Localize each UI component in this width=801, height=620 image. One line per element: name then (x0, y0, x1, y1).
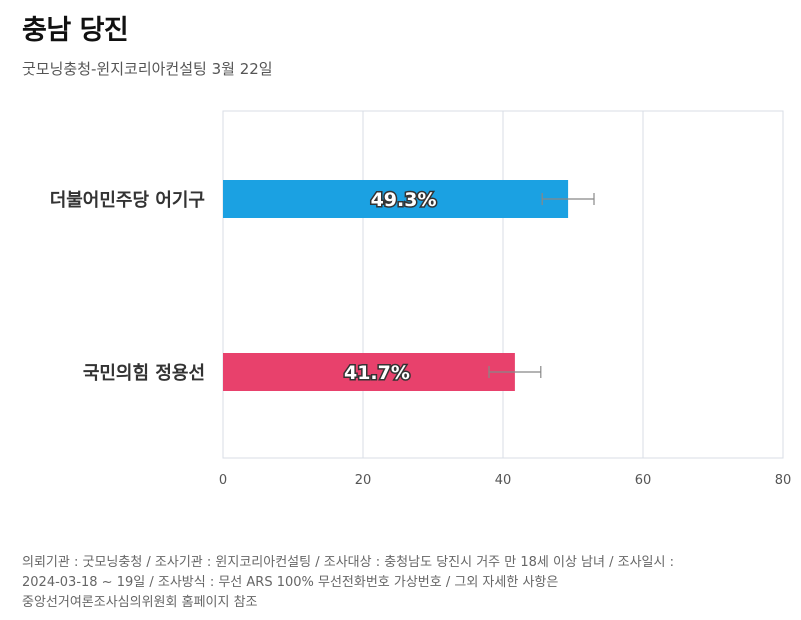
x-tick-label: 0 (219, 473, 227, 488)
bar-value-label: 49.3% (371, 189, 437, 211)
footnote-line: 2024-03-18 ~ 19일 / 조사방식 : 무선 ARS 100% 무선… (22, 575, 559, 590)
x-tick-label: 40 (495, 473, 512, 488)
category-label: 국민의힘 정용선 (83, 363, 205, 384)
x-tick-label: 20 (355, 473, 372, 488)
x-tick-label: 60 (635, 473, 652, 488)
category-label: 더불어민주당 어기구 (50, 190, 205, 211)
bar-1 (223, 180, 569, 218)
bar-2 (223, 353, 515, 391)
bar-value-label: 41.7% (344, 362, 410, 384)
footnote-line: 의뢰기관 : 굿모닝충청 / 조사기관 : 윈지코리아컨설팅 / 조사대상 : … (22, 555, 674, 570)
page-subtitle: 굿모닝충청-윈지코리아컨설팅 3월 22일 (22, 60, 273, 78)
bar-chart: 49.3% 더불어민주당 어기구 41.7% 국민의힘 정용선 0 20 40 60 80 (50, 110, 792, 488)
survey-footnote: 의뢰기관 : 굿모닝충청 / 조사기관 : 윈지코리아컨설팅 / 조사대상 : … (22, 553, 792, 613)
page-title: 충남 당진 (22, 15, 129, 46)
footnote-line: 중앙선거여론조사심의위원회 홈페이지 참조 (22, 595, 258, 610)
x-tick-label: 80 (775, 473, 792, 488)
